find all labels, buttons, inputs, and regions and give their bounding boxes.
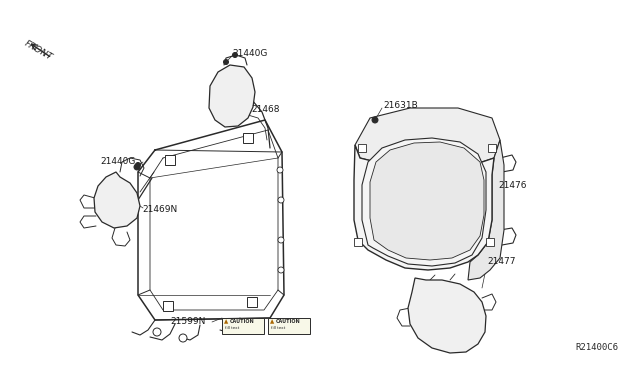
- Bar: [243, 133, 253, 143]
- Bar: [163, 301, 173, 311]
- Text: CAUTION: CAUTION: [276, 319, 301, 324]
- FancyBboxPatch shape: [268, 318, 310, 334]
- Circle shape: [372, 117, 378, 123]
- Polygon shape: [408, 278, 486, 353]
- Text: R21400C6: R21400C6: [575, 343, 618, 353]
- Circle shape: [179, 334, 187, 342]
- Text: FRONT: FRONT: [22, 39, 54, 62]
- Bar: [354, 238, 362, 246]
- Text: ▲: ▲: [224, 319, 228, 324]
- Text: fill text: fill text: [271, 326, 285, 330]
- Polygon shape: [370, 142, 484, 260]
- Text: 21599N: 21599N: [170, 317, 205, 327]
- Text: 21469N: 21469N: [142, 205, 177, 215]
- Circle shape: [232, 52, 237, 58]
- Bar: [247, 297, 257, 307]
- Circle shape: [278, 267, 284, 273]
- Circle shape: [136, 163, 141, 167]
- Text: 21440G: 21440G: [232, 48, 268, 58]
- Circle shape: [153, 328, 161, 336]
- Text: 21468: 21468: [251, 106, 280, 115]
- Text: 21477: 21477: [487, 257, 515, 266]
- Circle shape: [277, 167, 283, 173]
- Circle shape: [278, 237, 284, 243]
- FancyBboxPatch shape: [222, 318, 264, 334]
- Polygon shape: [468, 140, 504, 280]
- Polygon shape: [355, 108, 500, 168]
- Text: CAUTION: CAUTION: [230, 319, 255, 324]
- Text: ▲: ▲: [270, 319, 275, 324]
- Bar: [486, 238, 494, 246]
- Circle shape: [278, 197, 284, 203]
- Polygon shape: [94, 172, 140, 228]
- Circle shape: [223, 60, 228, 64]
- Bar: [165, 155, 175, 165]
- Text: 21440G: 21440G: [100, 157, 136, 167]
- Text: 21631B: 21631B: [383, 100, 418, 109]
- Bar: [488, 144, 496, 152]
- Polygon shape: [362, 138, 486, 266]
- Circle shape: [134, 164, 140, 170]
- Text: 21476: 21476: [498, 182, 527, 190]
- Polygon shape: [209, 65, 255, 127]
- Text: fill text: fill text: [225, 326, 239, 330]
- Bar: [358, 144, 366, 152]
- Polygon shape: [354, 145, 494, 270]
